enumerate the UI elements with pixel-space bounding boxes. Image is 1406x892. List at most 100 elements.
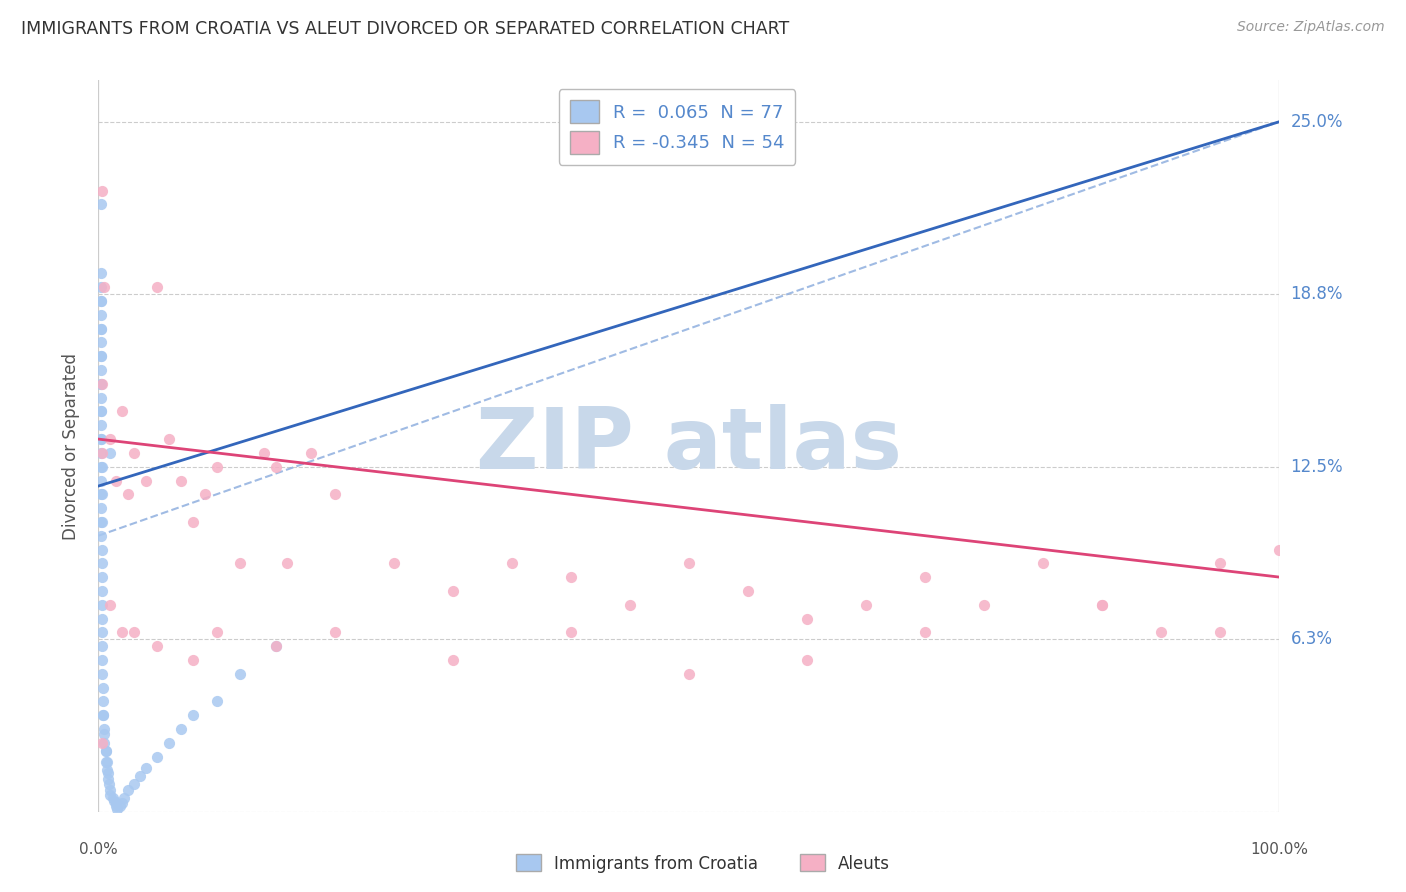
Point	[382, 557, 405, 571]
Point	[90, 474, 112, 488]
Point	[1268, 542, 1291, 557]
Point	[181, 515, 204, 529]
Point	[101, 791, 124, 805]
Point	[678, 557, 700, 571]
Point	[90, 501, 112, 516]
Point	[90, 376, 112, 391]
Point	[98, 446, 121, 460]
Point	[90, 197, 112, 211]
Legend: R =  0.065  N = 77, R = -0.345  N = 54: R = 0.065 N = 77, R = -0.345 N = 54	[558, 89, 796, 165]
Point	[90, 349, 112, 363]
Point	[91, 376, 114, 391]
Point	[90, 432, 112, 446]
Point	[97, 766, 120, 780]
Point	[914, 625, 936, 640]
Point	[1091, 598, 1114, 612]
Point	[91, 694, 114, 708]
Point	[181, 653, 204, 667]
Point	[112, 791, 135, 805]
Point	[90, 432, 112, 446]
Point	[98, 432, 121, 446]
Point	[128, 769, 150, 783]
Y-axis label: Divorced or Separated: Divorced or Separated	[62, 352, 80, 540]
Point	[93, 736, 115, 750]
Point	[560, 625, 582, 640]
Point	[96, 764, 118, 778]
Point	[90, 335, 112, 350]
Point	[157, 736, 180, 750]
Point	[90, 308, 112, 322]
Point	[90, 515, 112, 529]
Point	[98, 782, 121, 797]
Point	[93, 727, 115, 741]
Point	[91, 736, 114, 750]
Point	[117, 487, 139, 501]
Point	[105, 797, 128, 811]
Point	[205, 694, 228, 708]
Point	[678, 666, 700, 681]
Point	[91, 446, 114, 460]
Point	[135, 760, 157, 774]
Text: Source: ZipAtlas.com: Source: ZipAtlas.com	[1237, 20, 1385, 34]
Point	[299, 446, 322, 460]
Point	[97, 772, 120, 786]
Text: 100.0%: 100.0%	[1250, 842, 1309, 857]
Point	[170, 474, 193, 488]
Point	[122, 625, 145, 640]
Point	[229, 557, 252, 571]
Text: 18.8%: 18.8%	[1291, 285, 1343, 303]
Point	[90, 404, 112, 418]
Point	[619, 598, 641, 612]
Point	[105, 474, 128, 488]
Point	[90, 321, 112, 335]
Point	[91, 184, 114, 198]
Point	[122, 777, 145, 791]
Point	[90, 391, 112, 405]
Point	[560, 570, 582, 584]
Point	[91, 653, 114, 667]
Point	[441, 583, 464, 598]
Point	[90, 280, 112, 294]
Point	[90, 446, 112, 460]
Point	[93, 280, 115, 294]
Point	[111, 625, 134, 640]
Point	[441, 653, 464, 667]
Point	[90, 418, 112, 433]
Point	[253, 446, 276, 460]
Point	[90, 363, 112, 377]
Point	[170, 722, 193, 736]
Point	[108, 799, 131, 814]
Point	[205, 625, 228, 640]
Point	[91, 459, 114, 474]
Point	[93, 722, 115, 736]
Point	[117, 782, 139, 797]
Point	[264, 459, 287, 474]
Point	[90, 459, 112, 474]
Point	[90, 267, 112, 281]
Point	[91, 708, 114, 723]
Point	[90, 349, 112, 363]
Point	[91, 583, 114, 598]
Text: 25.0%: 25.0%	[1291, 112, 1343, 131]
Point	[1209, 625, 1232, 640]
Point	[91, 611, 114, 625]
Point	[111, 404, 134, 418]
Point	[90, 376, 112, 391]
Point	[94, 744, 117, 758]
Point	[135, 474, 157, 488]
Point	[98, 777, 121, 791]
Point	[91, 557, 114, 571]
Text: 6.3%: 6.3%	[1291, 631, 1333, 648]
Point	[264, 639, 287, 653]
Point	[855, 598, 877, 612]
Point	[90, 294, 112, 309]
Point	[323, 625, 346, 640]
Point	[91, 487, 114, 501]
Point	[96, 755, 118, 769]
Point	[91, 570, 114, 584]
Point	[501, 557, 523, 571]
Point	[105, 802, 128, 816]
Point	[90, 294, 112, 309]
Point	[194, 487, 217, 501]
Point	[229, 666, 252, 681]
